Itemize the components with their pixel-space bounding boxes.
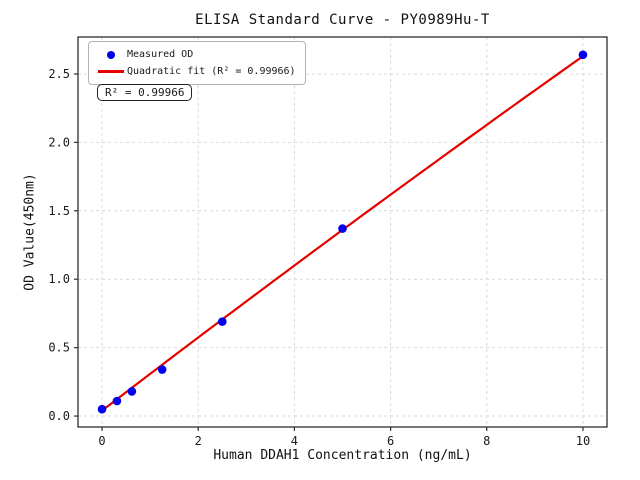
- measured-od-point: [157, 365, 167, 374]
- x-tick-label: 4: [291, 434, 298, 448]
- quadratic-fit-line-icon: [98, 70, 124, 73]
- measured-od-point: [127, 387, 137, 396]
- y-tick-label: 2.5: [48, 67, 70, 81]
- legend-item-measured-od: Measured OD: [95, 46, 296, 63]
- chart-title: ELISA Standard Curve - PY0989Hu-T: [195, 12, 490, 28]
- legend-marker-col: [95, 70, 127, 73]
- measured-od-point: [217, 317, 227, 326]
- y-tick-label: 0.0: [48, 409, 70, 423]
- x-tick-label: 10: [576, 434, 590, 448]
- legend-marker-col: [95, 50, 127, 59]
- measured-od-point: [112, 396, 122, 406]
- legend-label-quadratic-fit: Quadratic fit (R² = 0.99966): [127, 66, 296, 77]
- x-axis-label: Human DDAH1 Concentration (ng/mL): [213, 448, 472, 463]
- measured-od-point: [338, 224, 347, 233]
- legend-label-measured-od: Measured OD: [127, 49, 194, 60]
- measured-od-marker-icon: [107, 50, 115, 59]
- y-tick-label: 1.0: [48, 272, 70, 286]
- y-tick-label: 2.0: [48, 135, 70, 149]
- legend-item-quadratic-fit: Quadratic fit (R² = 0.99966): [95, 63, 296, 80]
- x-tick-label: 6: [387, 434, 394, 448]
- measured-od-point: [97, 404, 107, 414]
- x-tick-label: 8: [483, 434, 490, 448]
- x-tick-label: 2: [195, 434, 202, 448]
- quadratic-fit-line: [101, 55, 584, 412]
- r-squared-annotation: R² = 0.99966: [97, 84, 193, 101]
- x-tick-label: 0: [98, 434, 105, 448]
- measured-od-point: [578, 50, 588, 60]
- legend: Measured OD Quadratic fit (R² = 0.99966): [88, 41, 306, 85]
- y-tick-label: 1.5: [48, 204, 70, 218]
- y-tick-label: 0.5: [48, 341, 70, 355]
- axes-spines: [77, 36, 608, 428]
